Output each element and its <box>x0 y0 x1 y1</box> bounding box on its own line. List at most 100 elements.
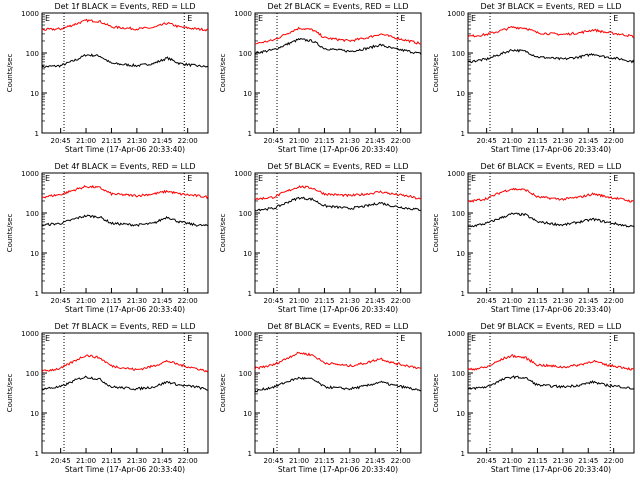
plot-frame <box>254 172 422 294</box>
x-tick-label: 21:15 <box>527 457 547 465</box>
x-tick-label: 21:15 <box>314 457 334 465</box>
x-axis-label: Start Time (17-Apr-06 20:33:40) <box>278 305 398 314</box>
x-tick-label: 20:45 <box>477 297 497 305</box>
lld-series-line <box>467 26 635 39</box>
x-axis-label: Start Time (17-Apr-06 20:33:40) <box>491 145 611 154</box>
y-tick-label: 1 <box>461 130 465 138</box>
y-tick-label: 100 <box>239 210 252 218</box>
y-tick-label: 1000 <box>447 170 465 178</box>
x-tick-label: 21:45 <box>578 297 598 305</box>
plot-frame <box>467 172 635 294</box>
chart-title: Det 5f BLACK = Events, RED = LLD <box>267 162 408 171</box>
corner-marker-label: E <box>45 14 50 23</box>
lld-series-line <box>41 354 209 373</box>
y-tick-label: 1000 <box>21 10 39 18</box>
x-tick-label: 20:45 <box>51 457 71 465</box>
x-tick-label: 21:15 <box>314 137 334 145</box>
corner-marker-label: E <box>45 174 50 183</box>
events-series-line <box>41 375 209 391</box>
events-series-line <box>254 376 422 393</box>
x-tick-label: 21:30 <box>340 137 360 145</box>
events-series-line <box>41 53 209 69</box>
x-tick-label: 22:00 <box>178 297 198 305</box>
chart-title: Det 7f BLACK = Events, RED = LLD <box>54 322 195 331</box>
chart-panel-det-4: Det 4f BLACK = Events, RED = LLD 1 10 100 10… <box>6 162 209 314</box>
x-tick-label: 20:45 <box>477 137 497 145</box>
y-tick-label: 1 <box>35 450 39 458</box>
chart-panel-det-7: Det 7f BLACK = Events, RED = LLD 1 10 100 10… <box>6 322 209 474</box>
corner-marker-label: E <box>258 174 263 183</box>
plot-frame <box>467 332 635 454</box>
y-tick-label: 10 <box>456 250 465 258</box>
x-tick-label: 21:45 <box>578 457 598 465</box>
y-tick-label: 100 <box>452 50 465 58</box>
corner-marker-label: E <box>613 334 618 343</box>
y-tick-label: 10 <box>456 90 465 98</box>
chart-title: Det 3f BLACK = Events, RED = LLD <box>480 2 621 11</box>
y-tick-label: 100 <box>26 50 39 58</box>
x-tick-label: 21:00 <box>502 457 522 465</box>
lld-series-line <box>467 187 635 203</box>
x-tick-label: 21:30 <box>553 457 573 465</box>
y-tick-label: 10 <box>243 410 252 418</box>
x-axis-label: Start Time (17-Apr-06 20:33:40) <box>278 145 398 154</box>
x-tick-label: 20:45 <box>477 457 497 465</box>
x-axis-label: Start Time (17-Apr-06 20:33:40) <box>278 465 398 474</box>
corner-marker-label: E <box>471 174 476 183</box>
chart-panel-det-1: Det 1f BLACK = Events, RED = LLD 1 10 100 10… <box>6 2 209 154</box>
corner-marker-label: E <box>258 334 263 343</box>
y-axis-label: Counts/sec <box>432 374 440 413</box>
y-axis-label: Counts/sec <box>432 54 440 93</box>
y-tick-label: 100 <box>452 370 465 378</box>
lld-series-line <box>254 351 422 370</box>
x-tick-label: 21:15 <box>314 297 334 305</box>
events-series-line <box>468 375 635 391</box>
x-tick-label: 20:45 <box>264 457 284 465</box>
chart-title: Det 2f BLACK = Events, RED = LLD <box>267 2 408 11</box>
lld-series-line <box>254 185 422 201</box>
y-tick-label: 100 <box>26 370 39 378</box>
corner-marker-label: E <box>45 334 50 343</box>
x-axis-label: Start Time (17-Apr-06 20:33:40) <box>65 305 185 314</box>
x-tick-label: 21:30 <box>127 457 147 465</box>
x-tick-label: 21:15 <box>527 137 547 145</box>
events-series-line <box>467 212 635 228</box>
chart-panel-det-3: Det 3f BLACK = Events, RED = LLD 1 10 100 10… <box>432 2 635 154</box>
corner-marker-label: E <box>187 14 192 23</box>
x-tick-label: 22:00 <box>604 297 624 305</box>
corner-marker-label: E <box>400 334 405 343</box>
x-tick-label: 22:00 <box>391 137 411 145</box>
y-tick-label: 1000 <box>447 10 465 18</box>
y-tick-label: 1 <box>248 450 252 458</box>
corner-marker-label: E <box>187 174 192 183</box>
lld-series-line <box>254 26 422 45</box>
x-tick-label: 21:45 <box>365 297 385 305</box>
events-series-line <box>467 48 635 64</box>
y-tick-label: 1000 <box>21 330 39 338</box>
x-tick-label: 21:30 <box>340 297 360 305</box>
corner-marker-label: E <box>471 334 476 343</box>
corner-marker-label: E <box>613 14 618 23</box>
y-tick-label: 1 <box>248 290 252 298</box>
y-tick-label: 1000 <box>447 330 465 338</box>
y-axis-label: Counts/sec <box>6 214 14 253</box>
plot-frame <box>41 12 209 134</box>
plot-frame <box>254 332 422 454</box>
plot-frame <box>254 12 422 134</box>
y-tick-label: 1000 <box>21 170 39 178</box>
x-tick-label: 20:45 <box>264 297 284 305</box>
x-tick-label: 21:30 <box>127 137 147 145</box>
x-tick-label: 21:30 <box>127 297 147 305</box>
y-tick-label: 1 <box>461 290 465 298</box>
x-tick-label: 21:00 <box>289 137 309 145</box>
chart-panel-det-2: Det 2f BLACK = Events, RED = LLD 1 10 100 10… <box>219 2 422 154</box>
lld-series-line <box>41 184 209 200</box>
y-tick-label: 10 <box>243 250 252 258</box>
lld-series-line <box>467 354 635 371</box>
chart-panel-det-8: Det 8f BLACK = Events, RED = LLD 1 10 100 10… <box>219 322 422 474</box>
x-tick-label: 21:00 <box>76 137 96 145</box>
chart-title: Det 6f BLACK = Events, RED = LLD <box>480 162 621 171</box>
events-series-line <box>254 196 422 212</box>
y-axis-label: Counts/sec <box>219 374 227 413</box>
